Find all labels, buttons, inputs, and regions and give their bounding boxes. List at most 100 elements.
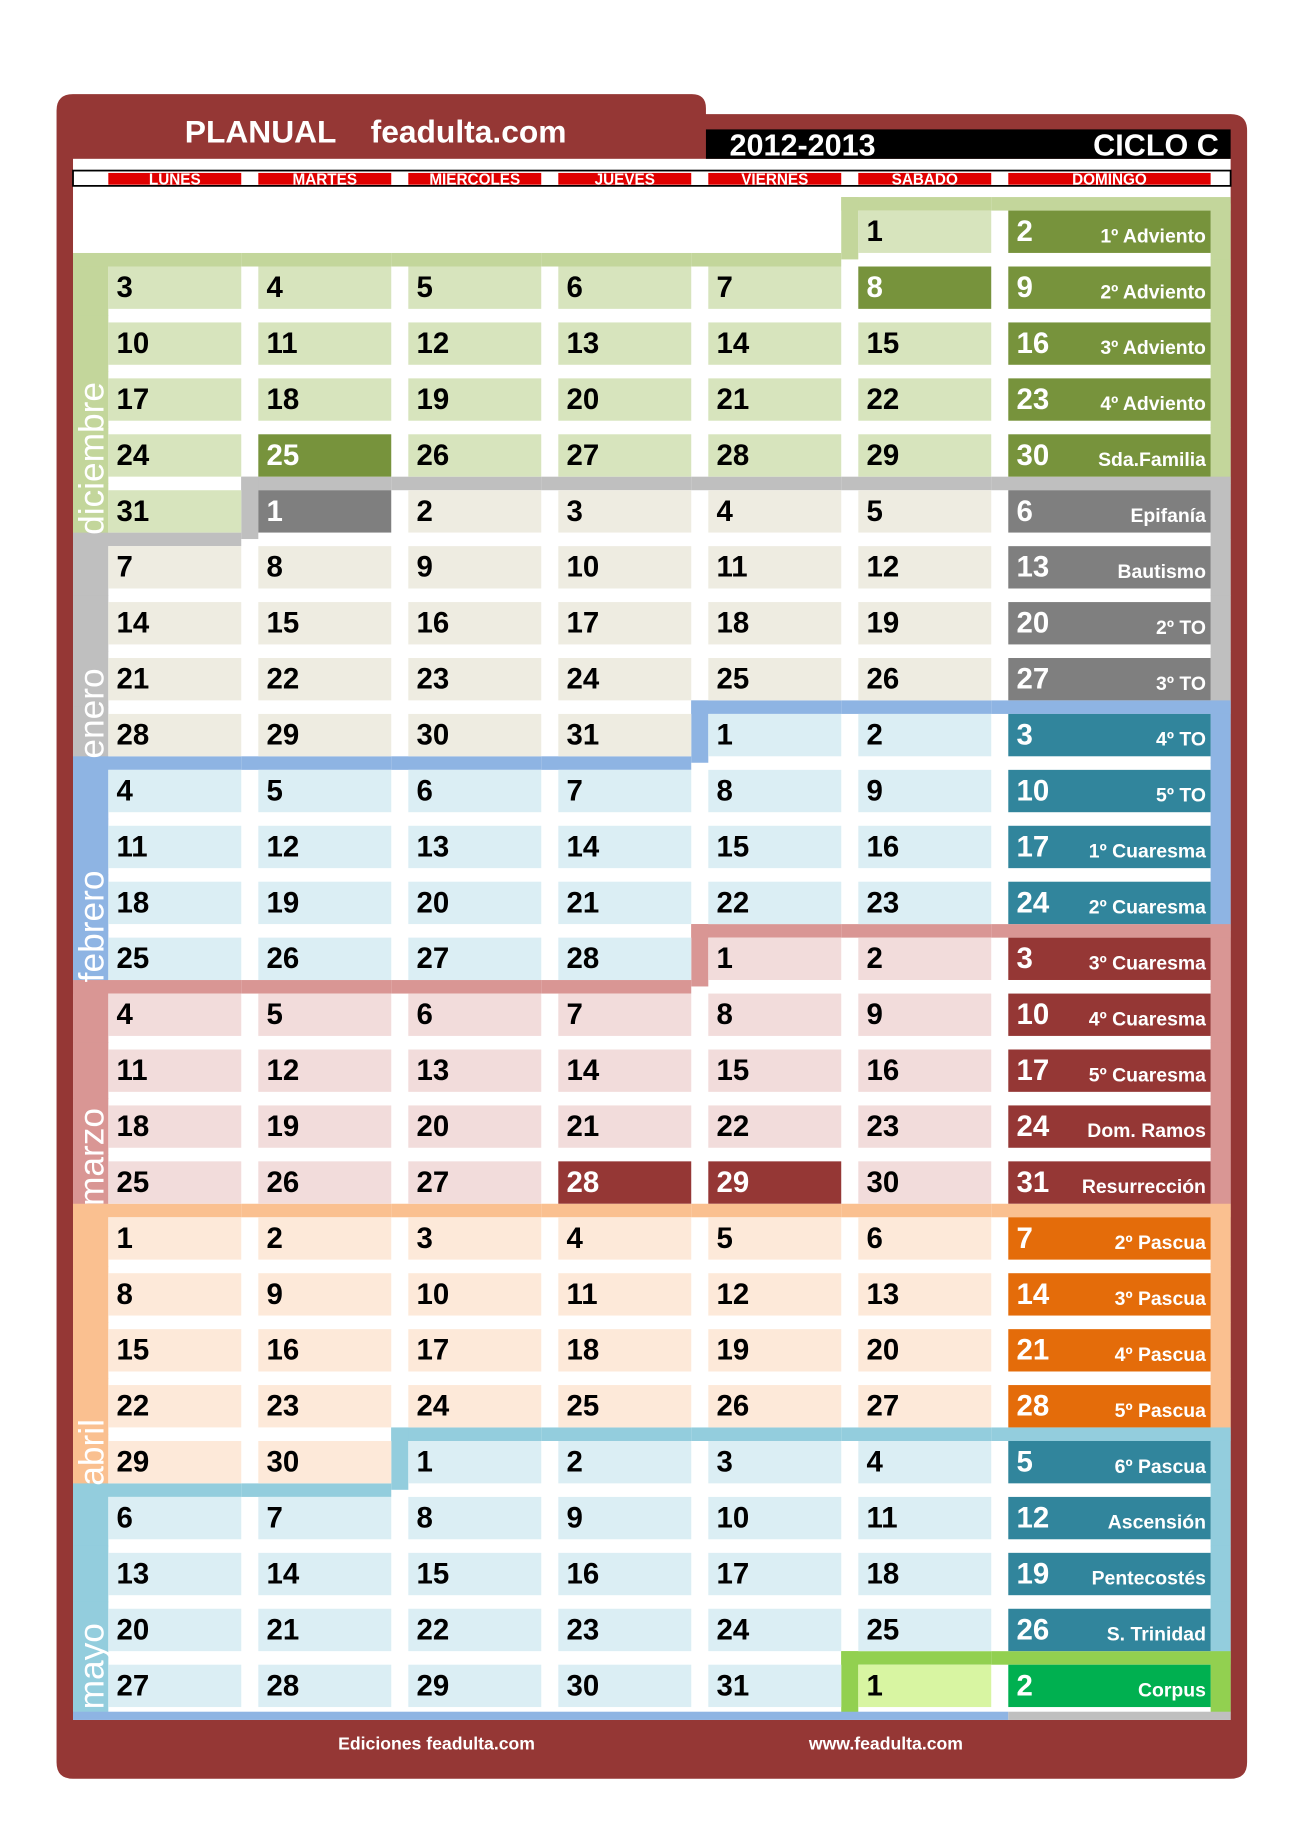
day-number: 18 <box>117 886 150 919</box>
day-header-label: MARTES <box>293 172 358 189</box>
day-number: 14 <box>567 830 600 863</box>
day-cell <box>558 1217 692 1260</box>
day-cell <box>258 1608 392 1652</box>
day-cell <box>408 546 542 589</box>
day-cell <box>108 658 242 701</box>
day-cell <box>258 434 392 477</box>
day-cell <box>558 993 692 1036</box>
day-header-cell <box>858 172 992 185</box>
day-cell <box>258 378 392 421</box>
day-cell <box>408 1552 542 1596</box>
day-number: 18 <box>717 607 750 640</box>
day-number: 12 <box>1017 1502 1050 1535</box>
month-strip <box>1210 203 1231 260</box>
month-strip <box>1210 1322 1231 1379</box>
month-strip <box>1210 1378 1231 1435</box>
day-number: 17 <box>717 1557 750 1590</box>
day-header-cell <box>558 172 692 185</box>
day-number: 2 <box>417 495 433 528</box>
month-strip <box>73 539 109 596</box>
day-number: 15 <box>717 830 750 863</box>
cycle: CICLO C <box>1093 128 1219 162</box>
day-cell <box>1008 1105 1211 1148</box>
day-number: 26 <box>1017 1613 1050 1646</box>
day-number: 18 <box>867 1557 900 1590</box>
day-cell <box>708 881 842 925</box>
month-border <box>73 980 242 994</box>
day-number: 1 <box>417 1446 433 1479</box>
day-cell <box>108 1105 242 1148</box>
day-number: 16 <box>867 1054 900 1087</box>
month-strip <box>1210 595 1231 652</box>
title: PLANUAL <box>185 113 337 149</box>
day-number: 26 <box>267 942 300 975</box>
month-border <box>541 980 692 994</box>
day-number: 19 <box>1017 1557 1050 1590</box>
day-cell <box>708 1608 842 1652</box>
feast-label: 2º Pascua <box>1115 1232 1206 1254</box>
day-cell <box>858 322 992 365</box>
feast-label: 2º TO <box>1156 617 1206 639</box>
month-strip <box>73 1042 109 1099</box>
day-cell <box>1008 825 1211 869</box>
month-strip <box>1210 1154 1231 1211</box>
day-cell <box>1008 769 1211 813</box>
month-border <box>73 252 242 267</box>
month-border <box>391 1427 409 1490</box>
day-number: 21 <box>717 383 750 416</box>
day-cell <box>858 1385 992 1428</box>
day-number: 16 <box>267 1334 300 1367</box>
month-strip <box>73 1322 109 1379</box>
day-cell <box>408 713 542 757</box>
day-number: 23 <box>417 663 450 696</box>
day-cell <box>708 378 842 421</box>
month-strip <box>73 818 109 876</box>
day-number: 12 <box>417 327 450 360</box>
day-header-label: VIERNES <box>741 172 808 189</box>
day-number: 10 <box>1017 998 1050 1031</box>
day-cell <box>558 266 692 309</box>
day-cell <box>108 769 242 813</box>
day-cell <box>108 993 242 1036</box>
day-number: 17 <box>117 383 150 416</box>
day-cell <box>1008 658 1211 701</box>
day-number: 22 <box>717 886 750 919</box>
day-number: 11 <box>567 1278 598 1311</box>
day-cell <box>558 1329 692 1372</box>
month-strip <box>73 1098 109 1155</box>
day-number: 21 <box>117 663 150 696</box>
day-cell <box>408 1440 542 1484</box>
month-border <box>691 1427 842 1441</box>
day-cell <box>1008 1161 1211 1204</box>
day-cell <box>708 322 842 365</box>
month-strip <box>73 595 109 652</box>
day-cell <box>108 1608 242 1652</box>
day-number: 24 <box>717 1613 750 1646</box>
day-number: 22 <box>267 663 300 696</box>
day-number: 9 <box>567 1502 583 1535</box>
day-number: 3 <box>717 1446 733 1479</box>
day-cell <box>1008 1217 1211 1260</box>
day-cell <box>108 378 242 421</box>
day-number: 23 <box>867 1110 900 1143</box>
day-cell <box>708 1273 842 1316</box>
day-cell <box>708 1105 842 1148</box>
day-number: 12 <box>267 1054 300 1087</box>
day-number: 2 <box>267 1222 283 1255</box>
day-cell <box>708 937 842 980</box>
day-number: 28 <box>117 719 150 752</box>
day-cell <box>858 378 992 421</box>
day-cell <box>1008 1608 1211 1652</box>
day-number: 13 <box>117 1557 150 1590</box>
month-strip <box>73 874 109 932</box>
day-cell <box>258 1496 392 1540</box>
day-number: 14 <box>267 1557 300 1590</box>
day-cell <box>408 490 542 533</box>
month-border <box>841 197 859 260</box>
day-cell <box>108 1329 242 1372</box>
day-cell <box>258 1385 392 1428</box>
day-cell <box>558 1664 692 1708</box>
month-strip <box>73 986 109 1043</box>
day-number: 26 <box>267 1166 300 1199</box>
month-border <box>691 700 842 714</box>
